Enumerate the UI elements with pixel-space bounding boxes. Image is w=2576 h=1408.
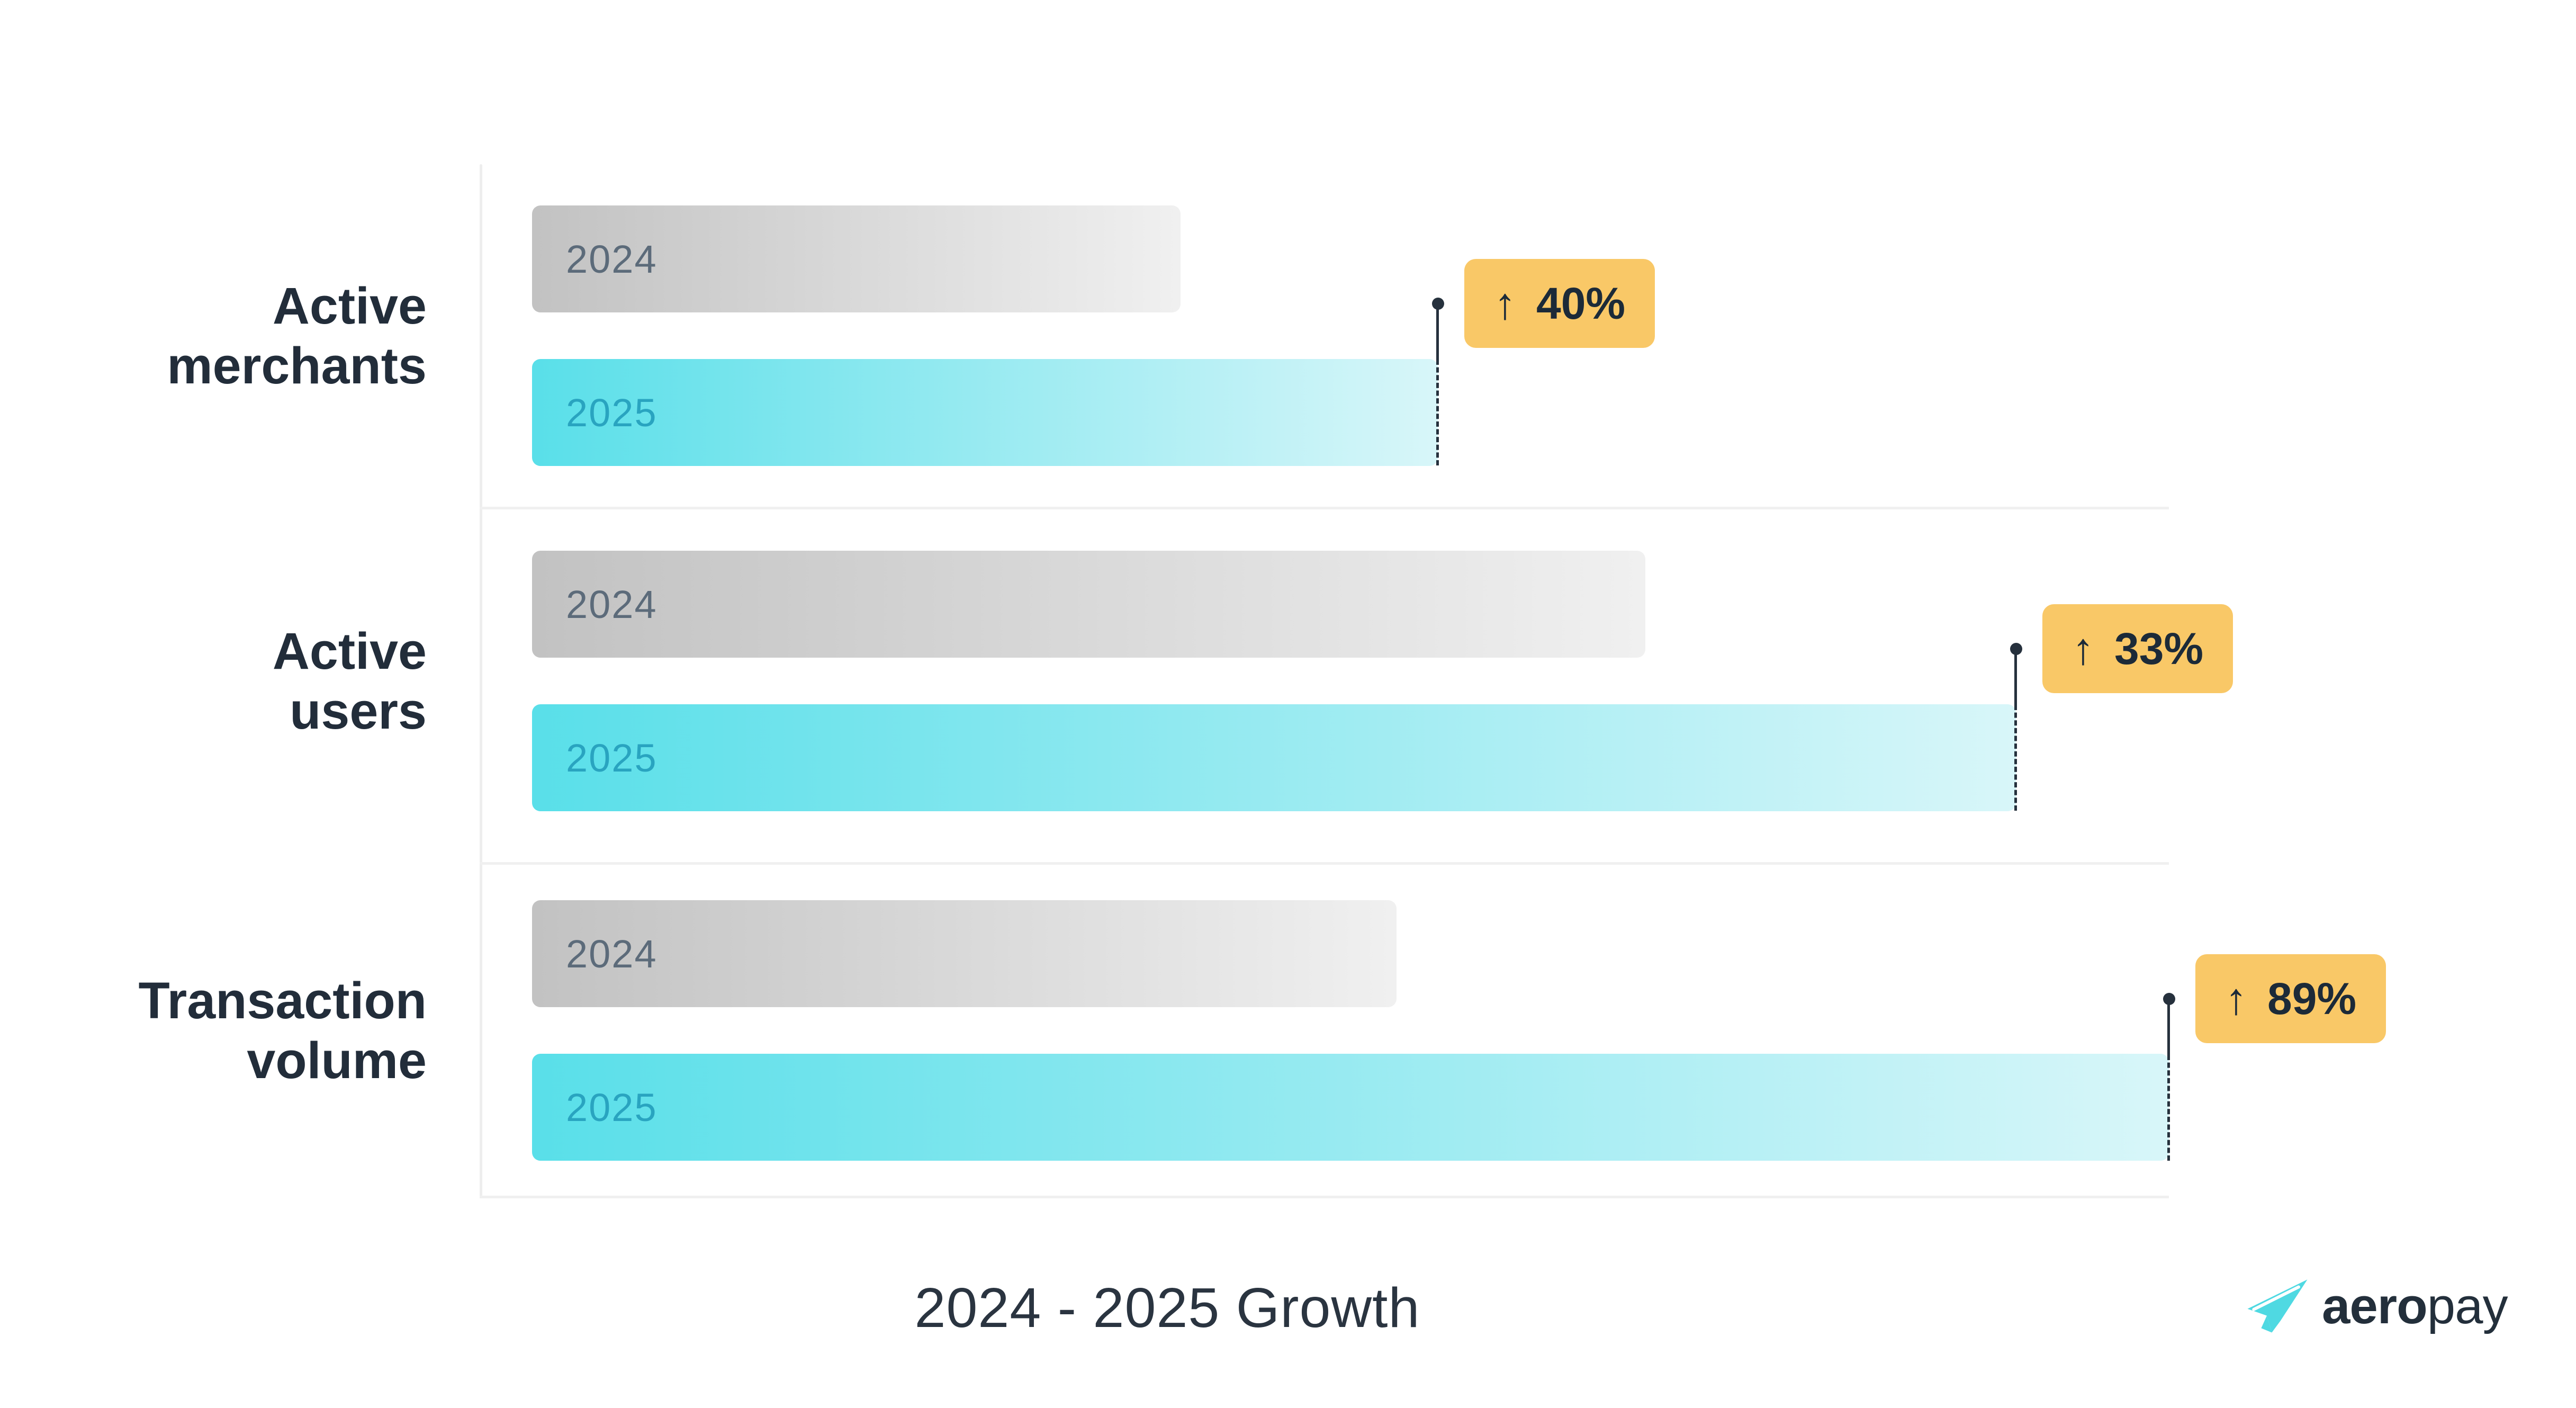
bar-2025-transaction-volume: 2025	[532, 1054, 2169, 1161]
connector-line	[2014, 649, 2017, 705]
category-label-line: Active	[272, 277, 427, 335]
paper-plane-icon	[2247, 1279, 2308, 1333]
bar-year-label: 2024	[566, 582, 657, 626]
bar-year-label: 2025	[566, 390, 657, 435]
y-axis-line	[480, 164, 482, 1198]
category-label-line: Active	[272, 622, 427, 680]
x-axis-line	[480, 1196, 2169, 1198]
connector-dot	[1432, 298, 1444, 310]
connector-dot	[2163, 993, 2175, 1005]
category-label-active-merchants: Active merchants	[0, 276, 427, 396]
bar-2024-transaction-volume: 2024	[532, 900, 1397, 1007]
connector-dashed-line	[2167, 1055, 2170, 1161]
connector-line	[1436, 303, 1439, 360]
up-arrow-icon: ↑	[2225, 973, 2247, 1024]
aeropay-wordmark: aeropay	[2322, 1277, 2508, 1335]
category-label-transaction-volume: Transaction volume	[0, 971, 427, 1090]
bar-year-label: 2024	[566, 237, 657, 281]
growth-badge-transaction-volume: ↑ 89%	[2195, 954, 2386, 1043]
category-label-line: merchants	[167, 337, 427, 394]
connector-dot	[2010, 643, 2022, 655]
growth-percent: 40%	[1536, 278, 1626, 328]
bar-2024-active-users: 2024	[532, 551, 1645, 658]
category-label-line: users	[290, 682, 427, 740]
category-label-line: volume	[247, 1032, 427, 1089]
up-arrow-icon: ↑	[2072, 623, 2094, 674]
growth-percent: 33%	[2114, 623, 2204, 674]
growth-percent: 89%	[2267, 973, 2357, 1024]
aeropay-logo: aeropay	[2246, 1277, 2508, 1335]
brand-aero: aero	[2322, 1278, 2428, 1334]
bar-year-label: 2025	[566, 1085, 657, 1129]
growth-badge-active-users: ↑ 33%	[2042, 604, 2233, 693]
up-arrow-icon: ↑	[1494, 278, 1516, 328]
chart-title: 2024 - 2025 Growth	[914, 1277, 1420, 1339]
bar-2025-active-users: 2025	[532, 704, 2016, 811]
connector-dashed-line	[1436, 360, 1439, 465]
category-label-active-users: Active users	[0, 621, 427, 741]
bar-year-label: 2025	[566, 736, 657, 780]
row-separator	[480, 862, 2169, 865]
row-separator	[480, 507, 2169, 509]
brand-pay: pay	[2427, 1278, 2508, 1334]
bar-2025-active-merchants: 2025	[532, 359, 1438, 466]
growth-badge-active-merchants: ↑ 40%	[1464, 259, 1655, 348]
connector-line	[2167, 999, 2170, 1055]
bar-2024-active-merchants: 2024	[532, 205, 1181, 312]
bar-year-label: 2024	[566, 931, 657, 976]
connector-dashed-line	[2014, 705, 2017, 811]
category-label-line: Transaction	[138, 972, 427, 1029]
